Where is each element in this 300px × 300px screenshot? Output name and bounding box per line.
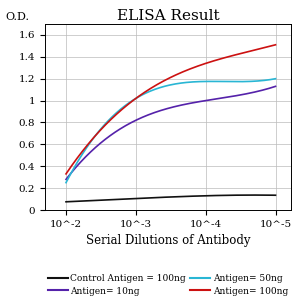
Text: O.D.: O.D. bbox=[6, 12, 30, 22]
X-axis label: Serial Dilutions of Antibody: Serial Dilutions of Antibody bbox=[86, 234, 250, 247]
Legend: Control Antigen = 100ng, Antigen= 10ng, Antigen= 50ng, Antigen= 100ng: Control Antigen = 100ng, Antigen= 10ng, … bbox=[44, 270, 292, 299]
Title: ELISA Result: ELISA Result bbox=[117, 9, 219, 23]
